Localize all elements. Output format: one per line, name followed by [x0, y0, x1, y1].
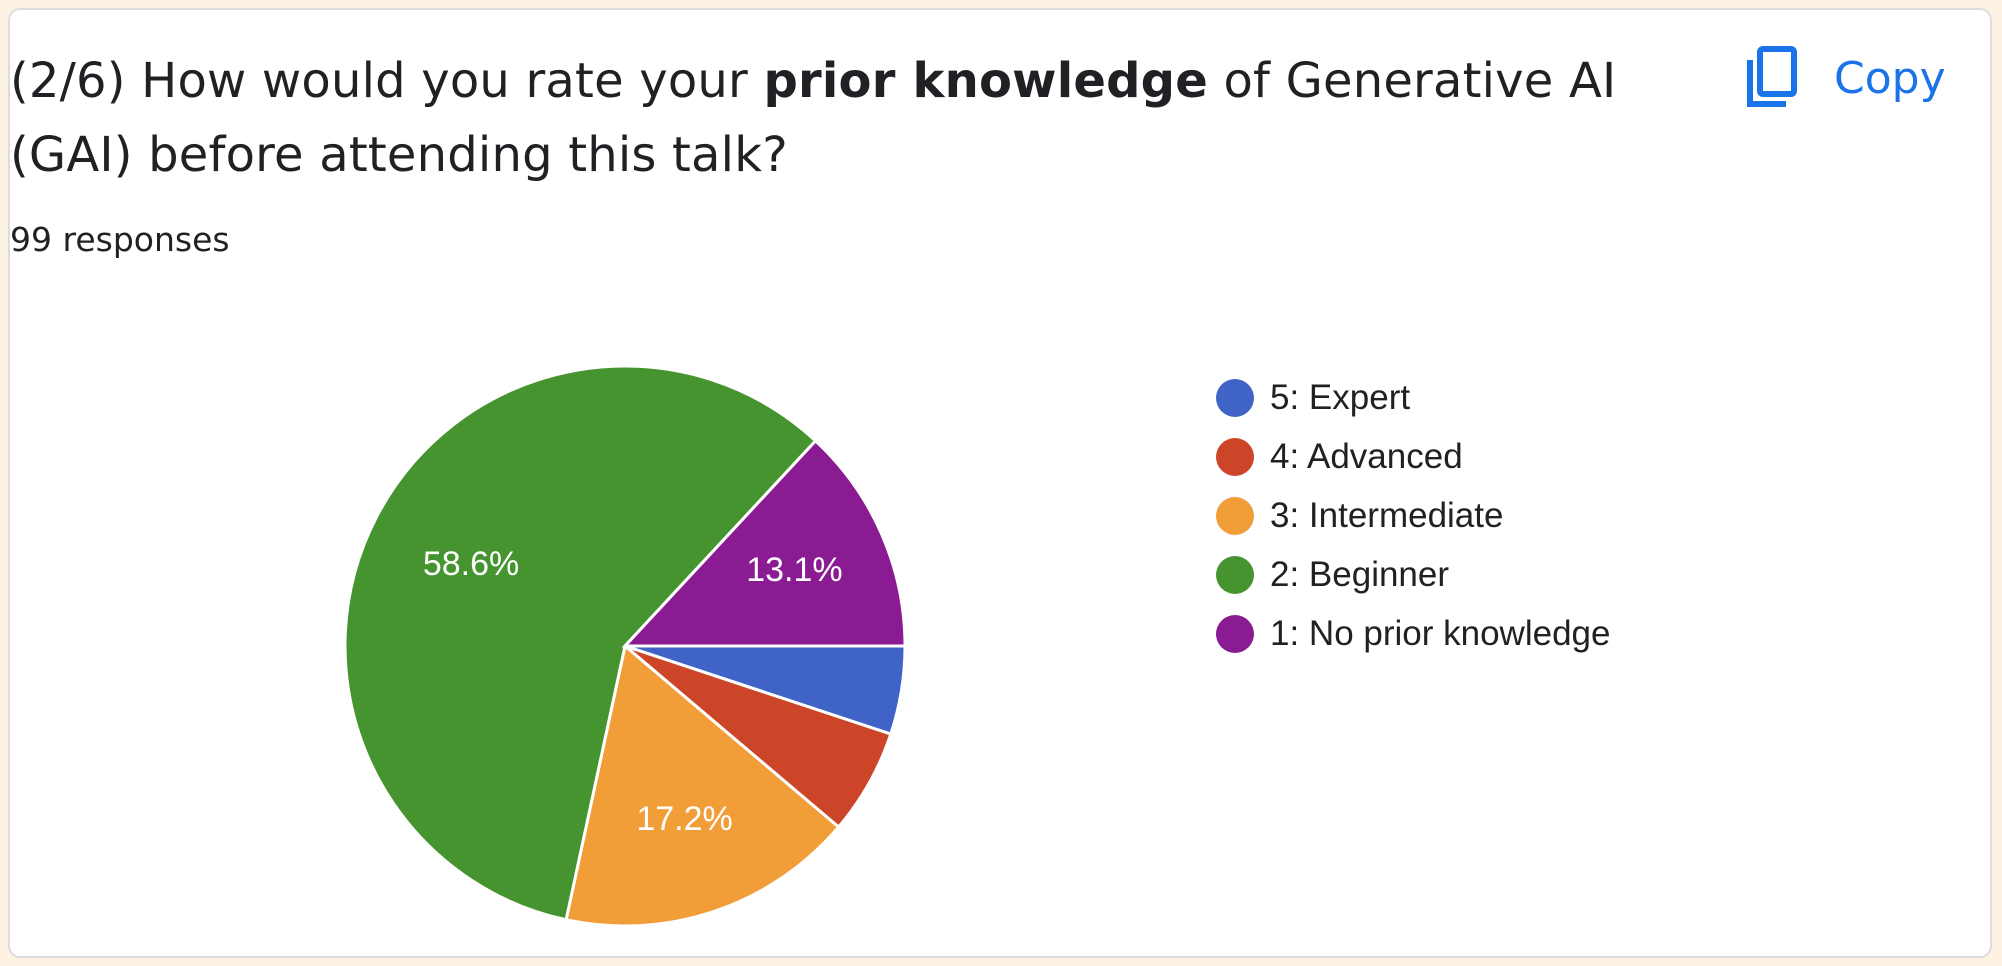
- legend-item[interactable]: 1: No prior knowledge: [1216, 604, 1610, 663]
- pie-chart: 17.2% 58.6% 13.1%: [343, 364, 907, 928]
- legend-swatch: [1216, 496, 1254, 535]
- pie-slice-4[interactable]: [343, 364, 818, 922]
- legend-item[interactable]: 5: Expert: [1216, 368, 1610, 427]
- chart-legend: 5: Expert 4: Advanced 3: Intermediate 2: Be…: [1216, 368, 1610, 663]
- pie-slice-3[interactable]: [564, 643, 841, 928]
- legend-swatch: [1216, 614, 1254, 653]
- question-title: (2/6) How would you rate your prior know…: [10, 53, 1617, 183]
- copy-button[interactable]: Copy: [1742, 38, 1946, 118]
- legend-item[interactable]: 4: Advanced: [1216, 427, 1610, 486]
- legend-label: 3: Intermediate: [1270, 495, 1504, 535]
- legend-label: 5: Expert: [1270, 377, 1411, 417]
- pie-slice-5[interactable]: [621, 438, 907, 648]
- legend-swatch: [1216, 437, 1254, 476]
- legend-item[interactable]: 2: Beginner: [1216, 545, 1610, 604]
- copy-label: Copy: [1834, 52, 1946, 104]
- legend-item[interactable]: 3: Intermediate: [1216, 486, 1610, 545]
- response-count: 99 responses: [10, 220, 230, 259]
- legend-label: 1: No prior knowledge: [1270, 613, 1611, 653]
- legend-swatch: [1216, 555, 1254, 594]
- legend-label: 2: Beginner: [1270, 554, 1450, 594]
- pie-data-label-4: 58.6%: [423, 545, 519, 583]
- question-card: (2/6) How would you rate your prior know…: [8, 8, 1992, 958]
- copy-icon: [1742, 46, 1798, 110]
- legend-swatch: [1216, 378, 1254, 417]
- legend-label: 4: Advanced: [1270, 436, 1463, 476]
- pie-data-label-5: 13.1%: [746, 551, 842, 589]
- pie-data-label-3: 17.2%: [636, 800, 732, 838]
